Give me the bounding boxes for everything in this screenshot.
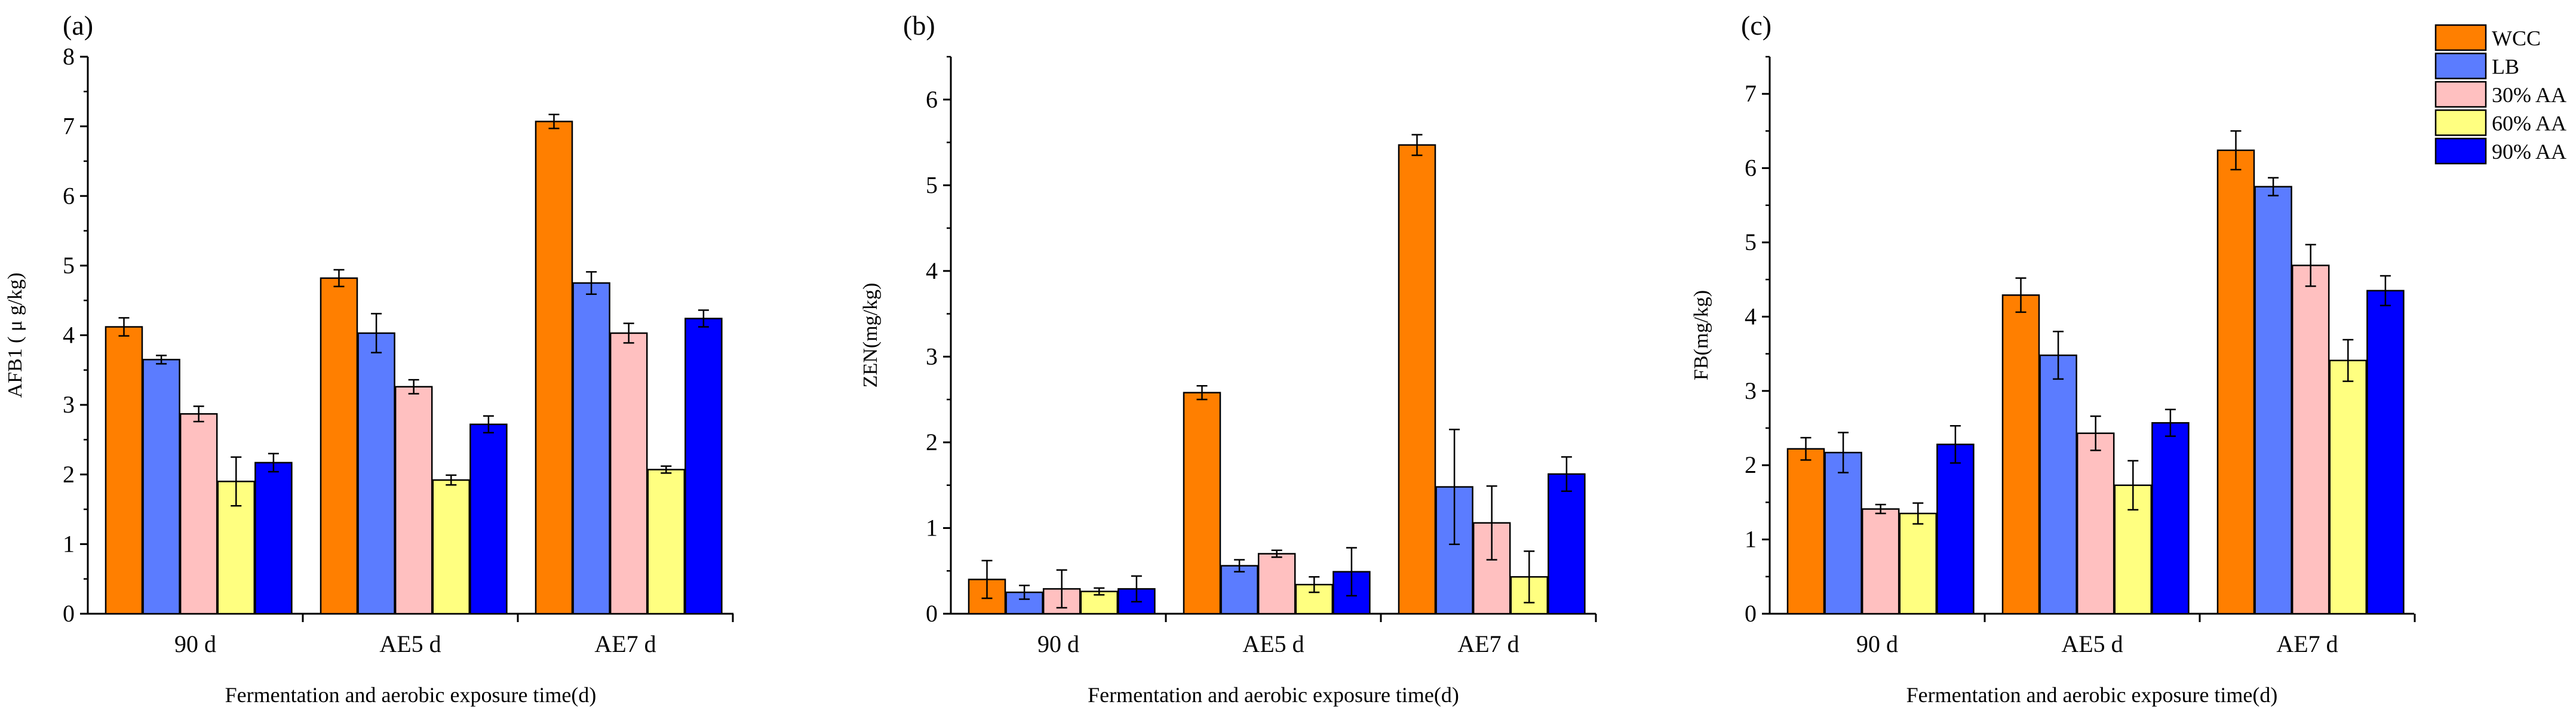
y-tick-label: 5	[1745, 229, 1757, 256]
y-tick-label: 0	[926, 600, 938, 627]
x-tick-label: 90 d	[1037, 630, 1079, 657]
y-tick-label: 4	[926, 257, 938, 284]
bar-90-aa	[254, 461, 293, 615]
y-tick-label: 4	[1745, 303, 1757, 330]
y-tick-label: 1	[63, 530, 75, 557]
bar-lb	[572, 282, 610, 615]
legend-swatch	[2434, 81, 2487, 108]
legend-label: 90% AA	[2492, 140, 2566, 164]
legend-swatch	[2434, 24, 2487, 51]
legend-swatch	[2434, 53, 2487, 79]
y-tick-label: 5	[63, 252, 75, 279]
bar-wcc	[1398, 144, 1436, 615]
bar-lb	[2039, 354, 2077, 615]
bar-lb	[1220, 565, 1258, 615]
bar-90-aa	[2366, 290, 2405, 615]
y-tick-label: 3	[1745, 377, 1757, 404]
y-tick-label: 2	[1745, 451, 1757, 478]
y-tick-label: 7	[63, 113, 75, 140]
bar-30-aa	[609, 332, 648, 615]
x-tick-label: 90 d	[174, 630, 216, 657]
bar-60-aa	[1899, 512, 1938, 615]
bar-90-aa	[469, 423, 508, 615]
y-tick-label: 6	[1745, 155, 1757, 181]
y-axis-title: AFB1 ( μ g/kg)	[4, 273, 26, 398]
y-axis-title: ZEN(mg/kg)	[859, 283, 882, 388]
bar-60-aa	[647, 469, 686, 615]
bar-30-aa	[394, 386, 433, 615]
y-tick-label: 6	[926, 86, 938, 113]
bar-90-aa	[684, 318, 723, 615]
legend-label: WCC	[2492, 26, 2541, 50]
y-tick-label: 5	[926, 171, 938, 198]
bar-60-aa	[432, 479, 471, 615]
x-axis-title: Fermentation and aerobic exposure time(d…	[225, 683, 597, 707]
bar-30-aa	[2291, 264, 2330, 615]
y-tick-label: 4	[63, 322, 75, 349]
y-tick-label: 0	[63, 600, 75, 627]
x-tick-label: AE5 d	[2061, 630, 2123, 657]
bar-30-aa	[2076, 432, 2115, 615]
y-tick-label: 0	[1745, 600, 1757, 627]
bar-wcc	[1786, 448, 1825, 615]
bar-lb	[2254, 186, 2292, 615]
chart-panel-2: (b) 0 1 2 3 4 5 6 ZEN(mg/kg) 90 d AE5 d AE7 d Fermen…	[859, 10, 1597, 707]
bar-lb	[1824, 451, 1862, 615]
panel-label: (c)	[1741, 10, 1771, 41]
chart-panel-1: (a) 0 1 2 3 4 5 6 7 8 AFB1 ( μ g/kg) 90 d AE5 d AE7 d…	[4, 10, 734, 707]
bar-90-aa	[1936, 444, 1975, 615]
legend: WCC LB 30% AA 60% AA 90% AA	[2434, 24, 2566, 165]
x-tick-label: AE7 d	[594, 630, 656, 657]
y-tick-label: 1	[926, 514, 938, 541]
bar-wcc	[535, 121, 573, 615]
legend-swatch	[2434, 137, 2487, 165]
chart-panel-3: (c) 0 1 2 3 4 5 6 7 FB(mg/kg) 90 d AE5 d AE7 d Fermen…	[1690, 10, 2416, 707]
legend-label: 60% AA	[2492, 112, 2566, 136]
bar-30-aa	[1257, 553, 1296, 615]
legend-label: LB	[2492, 55, 2519, 79]
x-axis-title: Fermentation and aerobic exposure time(d…	[1906, 683, 2278, 707]
bar-wcc	[1183, 392, 1221, 615]
bar-60-aa	[2329, 359, 2368, 615]
bar-wcc	[320, 277, 358, 615]
bar-30-aa	[179, 413, 218, 615]
y-tick-label: 7	[1745, 80, 1757, 107]
y-tick-label: 1	[1745, 526, 1757, 553]
bar-lb	[142, 359, 180, 615]
legend-swatch	[2434, 109, 2487, 136]
x-tick-label: AE7 d	[2276, 630, 2338, 657]
x-tick-label: 90 d	[1856, 630, 1898, 657]
y-tick-label: 2	[63, 461, 75, 488]
x-axis-title: Fermentation and aerobic exposure time(d…	[1088, 683, 1459, 707]
bar-wcc	[2001, 294, 2040, 615]
x-tick-label: AE5 d	[379, 630, 441, 657]
bar-90-aa	[1548, 473, 1586, 615]
panel-label: (b)	[903, 10, 935, 41]
x-tick-label: AE5 d	[1242, 630, 1304, 657]
y-tick-label: 2	[926, 429, 938, 456]
y-tick-label: 6	[63, 182, 75, 209]
y-axis-title: FB(mg/kg)	[1690, 290, 1712, 380]
x-tick-label: AE7 d	[1457, 630, 1519, 657]
y-tick-label: 8	[63, 43, 75, 70]
y-tick-label: 3	[63, 391, 75, 418]
bar-30-aa	[1861, 508, 1900, 615]
bar-90-aa	[2151, 422, 2190, 615]
bar-wcc	[2216, 149, 2255, 615]
legend-label: 30% AA	[2492, 83, 2566, 107]
bar-wcc	[105, 326, 143, 615]
panel-label: (a)	[63, 10, 93, 41]
y-tick-label: 3	[926, 343, 938, 370]
bar-lb	[357, 332, 395, 615]
